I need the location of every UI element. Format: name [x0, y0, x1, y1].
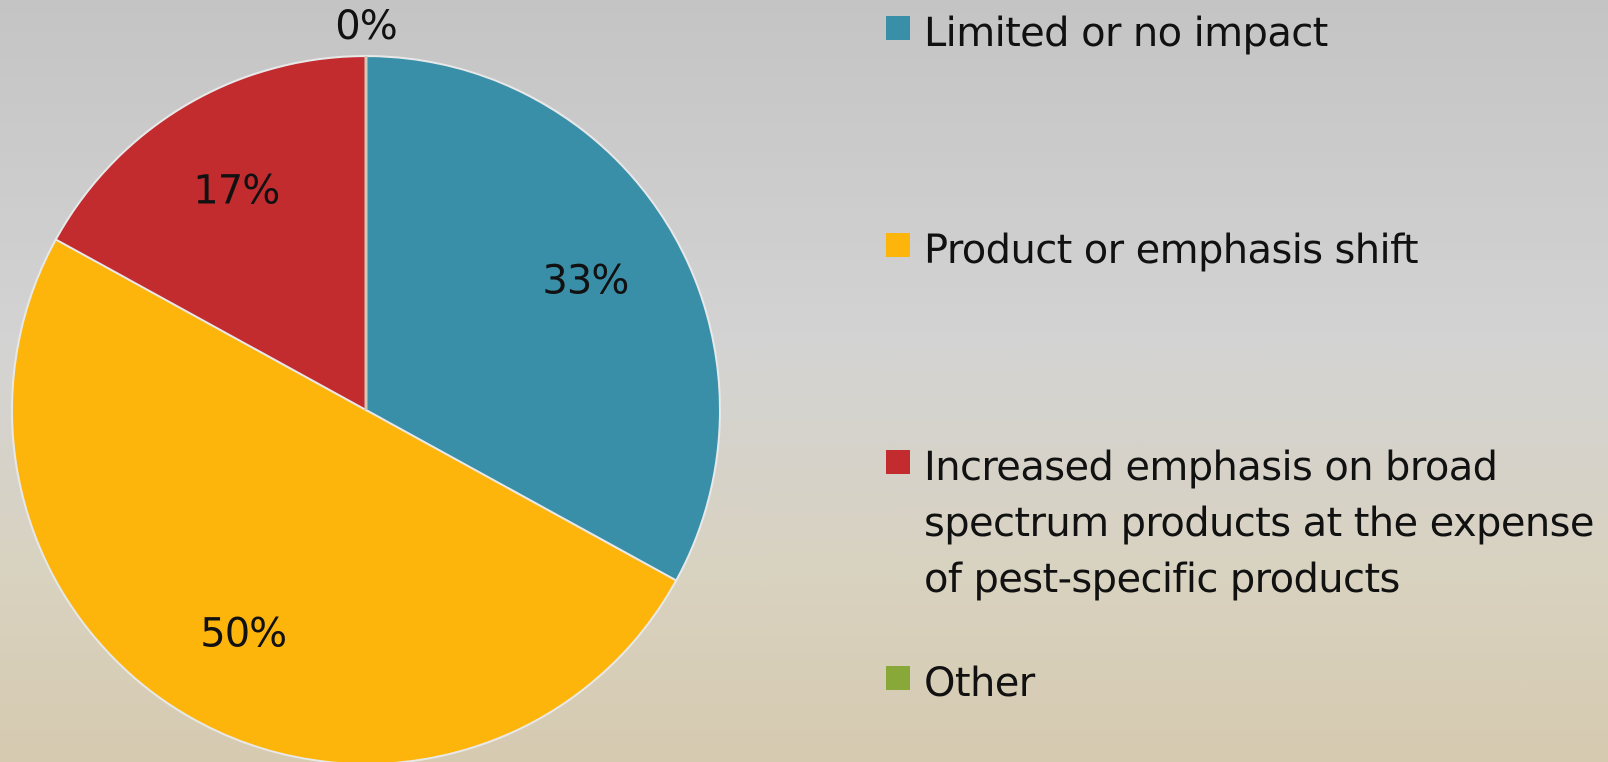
pie-slice-broad-spectrum [54, 54, 367, 412]
legend-item-product-shift: Product or emphasis shift [886, 222, 1606, 278]
legend-item-limited-impact: Limited or no impact [886, 5, 1606, 61]
data-label-other: 0% [335, 3, 396, 49]
legend-label-other: Other [924, 660, 1035, 706]
legend-label-broad-spectrum: Increased emphasis on broad spectrum pro… [924, 444, 1594, 602]
pie-slice-limited-impact [365, 54, 721, 582]
pie-chart-svg: 33% 50% 17% 0% [11, 3, 721, 762]
legend-label-limited-impact: Limited or no impact [924, 10, 1328, 56]
pie-slice-product-shift [11, 238, 678, 762]
data-label-product-shift: 50% [200, 610, 286, 656]
legend-swatch-limited-impact [886, 16, 910, 40]
data-label-broad-spectrum: 17% [193, 168, 279, 214]
legend-swatch-other [886, 666, 910, 690]
legend-label-product-shift: Product or emphasis shift [924, 227, 1419, 273]
legend-swatch-product-shift [886, 233, 910, 257]
legend-swatch-broad-spectrum [886, 450, 910, 474]
legend-item-other: Other [886, 655, 1606, 711]
data-label-limited-impact: 33% [542, 257, 628, 303]
chart-legend: Limited or no impact Product or emphasis… [886, 0, 1606, 762]
legend-item-broad-spectrum: Increased emphasis on broad spectrum pro… [886, 439, 1606, 607]
